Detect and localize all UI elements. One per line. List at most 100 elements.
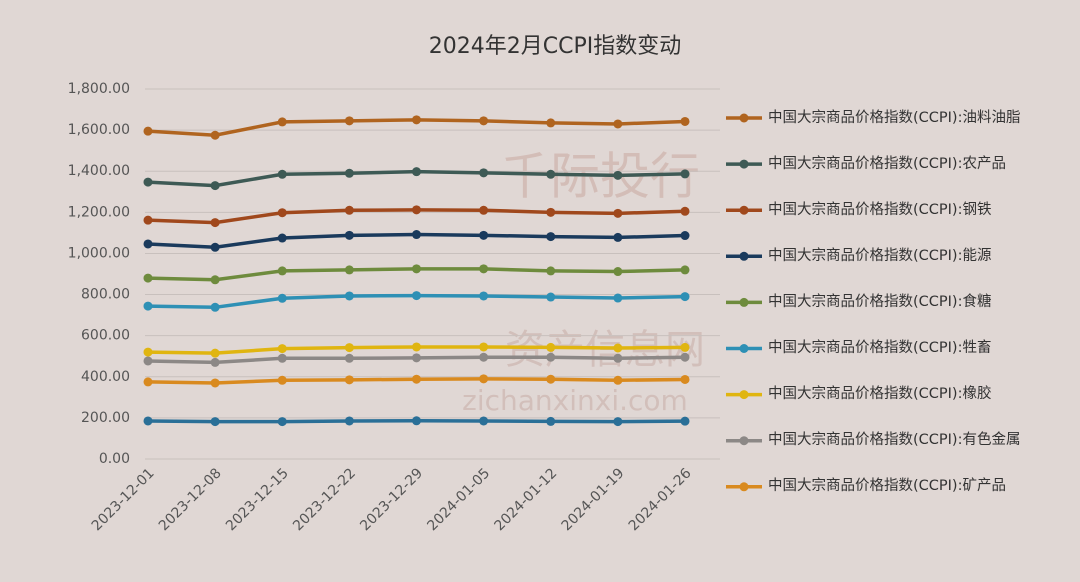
point — [546, 266, 556, 276]
point — [143, 239, 153, 249]
point — [277, 344, 287, 354]
point — [412, 264, 421, 274]
point — [143, 301, 153, 311]
y-tick-label: 1,200.00 — [68, 204, 130, 220]
point — [613, 417, 623, 427]
point — [412, 353, 421, 363]
legend-marker — [739, 113, 749, 123]
legend-label: 中国大宗商品价格指数(CCPI):橡胶 — [768, 386, 992, 403]
point — [277, 353, 287, 363]
point — [680, 342, 690, 352]
y-tick-label: 600.00 — [81, 328, 130, 344]
point — [680, 231, 690, 241]
y-tick-label: 800.00 — [81, 287, 130, 303]
point — [210, 181, 220, 191]
watermark: zichanxinxi.com — [462, 384, 688, 417]
legend-marker — [739, 344, 749, 353]
point — [344, 343, 354, 353]
legend-label: 中国大宗商品价格指数(CCPI):牲畜 — [768, 340, 992, 356]
y-tick-label: 0.00 — [99, 451, 130, 467]
point — [143, 215, 153, 225]
point — [680, 374, 690, 384]
point — [344, 168, 354, 178]
y-tick-label: 1,800.00 — [68, 81, 130, 97]
point — [344, 416, 354, 426]
x-tick-label: 2023-12-08 — [156, 465, 225, 534]
point — [344, 205, 354, 215]
point — [412, 167, 421, 177]
point — [546, 292, 556, 302]
point — [143, 273, 153, 283]
point — [680, 265, 690, 275]
point — [613, 353, 623, 363]
x-tick-label: 2023-12-22 — [290, 465, 359, 534]
legend-label: 中国大宗商品价格指数(CCPI):油料油脂 — [768, 109, 1021, 126]
point — [210, 218, 220, 228]
point — [546, 207, 556, 217]
point — [479, 116, 489, 126]
point — [479, 416, 489, 426]
point — [412, 291, 421, 301]
point — [479, 264, 489, 274]
point — [210, 242, 220, 252]
y-tick-label: 200.00 — [81, 410, 130, 426]
point — [613, 232, 623, 242]
x-tick-label: 2024-01-05 — [424, 465, 493, 534]
legend-marker — [739, 251, 749, 261]
point — [479, 352, 489, 362]
point — [277, 233, 287, 243]
point — [143, 347, 153, 357]
y-tick-label: 1,400.00 — [68, 163, 130, 179]
point — [210, 275, 220, 285]
point — [277, 375, 287, 385]
point — [479, 342, 489, 352]
point — [210, 348, 220, 358]
x-tick-label: 2024-01-19 — [559, 465, 628, 534]
point — [143, 416, 153, 426]
point — [680, 292, 690, 302]
legend-marker — [739, 205, 749, 215]
legend-marker — [739, 297, 749, 307]
point — [277, 117, 287, 127]
point — [613, 343, 623, 353]
point — [479, 374, 489, 384]
point — [546, 118, 556, 128]
point — [277, 417, 287, 427]
point — [613, 208, 623, 218]
x-tick-label: 2023-12-01 — [89, 465, 158, 534]
point — [277, 208, 287, 218]
point — [210, 417, 220, 427]
point — [479, 168, 489, 178]
point — [680, 206, 690, 216]
point — [613, 293, 623, 303]
point — [546, 374, 556, 384]
point — [344, 291, 354, 301]
point — [479, 205, 489, 215]
y-tick-label: 1,600.00 — [68, 122, 130, 138]
point — [210, 130, 220, 140]
point — [412, 416, 421, 426]
point — [546, 232, 556, 242]
legend-label: 中国大宗商品价格指数(CCPI):钢铁 — [768, 201, 992, 218]
y-tick-label: 400.00 — [81, 369, 130, 385]
x-tick-label: 2024-01-12 — [492, 465, 561, 534]
point — [412, 230, 421, 240]
legend-label: 中国大宗商品价格指数(CCPI):食糖 — [768, 293, 992, 310]
legend-marker — [739, 436, 749, 446]
legend-marker — [739, 390, 749, 400]
legend-label: 中国大宗商品价格指数(CCPI):能源 — [768, 247, 992, 264]
point — [344, 116, 354, 126]
point — [143, 377, 153, 387]
point — [143, 177, 153, 187]
point — [680, 169, 690, 179]
legend-marker — [739, 482, 749, 492]
point — [479, 291, 489, 301]
point — [412, 205, 421, 215]
point — [613, 267, 623, 277]
x-tick-label: 2023-12-29 — [357, 465, 426, 534]
point — [680, 352, 690, 362]
point — [479, 230, 489, 240]
point — [546, 352, 556, 362]
